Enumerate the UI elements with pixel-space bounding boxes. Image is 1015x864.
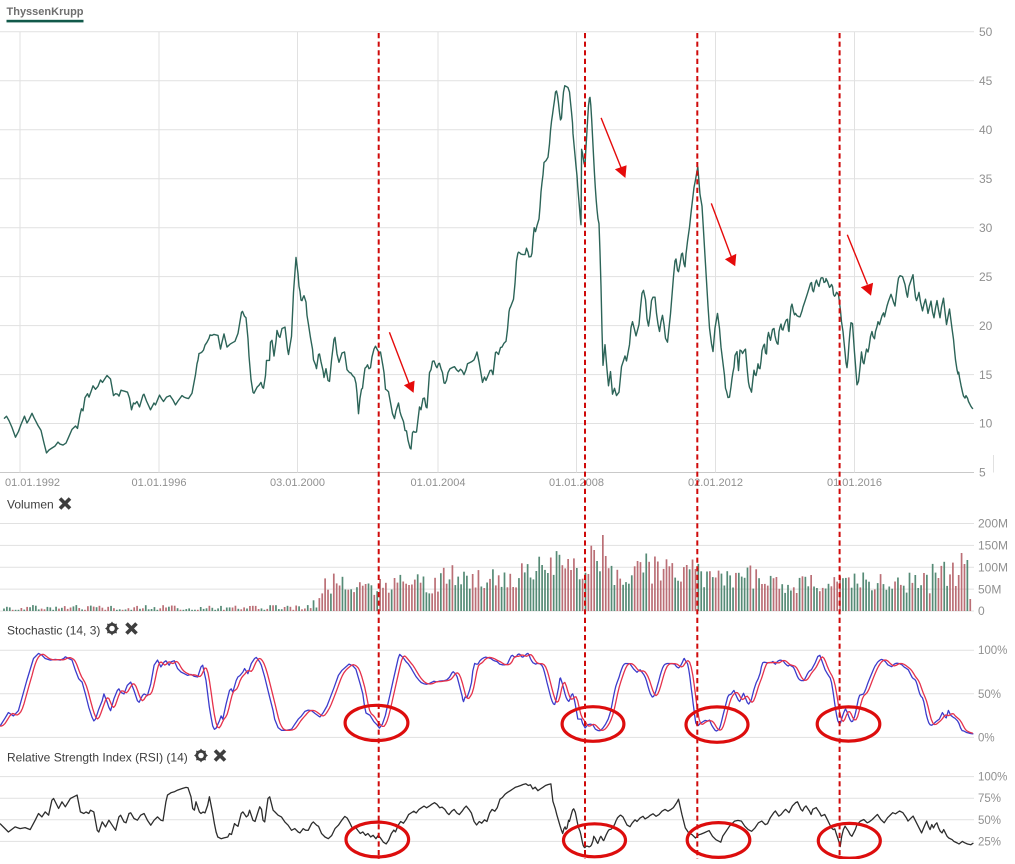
svg-text:0: 0 bbox=[978, 604, 985, 618]
svg-text:50: 50 bbox=[979, 25, 993, 39]
svg-text:100M: 100M bbox=[978, 561, 1008, 575]
svg-text:15: 15 bbox=[979, 368, 993, 382]
svg-text:01.01.2008: 01.01.2008 bbox=[549, 477, 604, 489]
svg-text:10: 10 bbox=[979, 417, 993, 431]
svg-text:150M: 150M bbox=[978, 539, 1008, 553]
svg-text:5: 5 bbox=[979, 466, 986, 480]
svg-text:50%: 50% bbox=[978, 815, 1001, 827]
svg-text:01.01.2016: 01.01.2016 bbox=[827, 477, 882, 489]
svg-text:100%: 100% bbox=[978, 772, 1007, 784]
svg-text:03.01.2000: 03.01.2000 bbox=[270, 477, 325, 489]
svg-text:35: 35 bbox=[979, 172, 993, 186]
svg-text:25%: 25% bbox=[978, 836, 1001, 848]
svg-text:01.01.2004: 01.01.2004 bbox=[410, 477, 465, 489]
svg-text:30: 30 bbox=[979, 221, 993, 235]
svg-text:01.01.1992: 01.01.1992 bbox=[5, 477, 60, 489]
svg-text:ThyssenKrupp: ThyssenKrupp bbox=[7, 6, 84, 18]
svg-text:200M: 200M bbox=[978, 517, 1008, 531]
svg-text:75%: 75% bbox=[978, 793, 1001, 805]
svg-text:0%: 0% bbox=[978, 732, 995, 744]
svg-text:Volumen: Volumen bbox=[7, 498, 54, 512]
svg-text:25: 25 bbox=[979, 270, 993, 284]
svg-text:50M: 50M bbox=[978, 582, 1001, 596]
svg-text:45: 45 bbox=[979, 74, 993, 88]
svg-text:50%: 50% bbox=[978, 689, 1001, 701]
svg-text:Stochastic (14, 3): Stochastic (14, 3) bbox=[7, 624, 100, 638]
svg-text:02.01.2012: 02.01.2012 bbox=[688, 477, 743, 489]
svg-text:Relative Strength Index (RSI): Relative Strength Index (RSI) (14) bbox=[7, 751, 188, 765]
svg-text:20: 20 bbox=[979, 319, 993, 333]
svg-text:40: 40 bbox=[979, 123, 993, 137]
svg-text:01.01.1996: 01.01.1996 bbox=[131, 477, 186, 489]
svg-text:100%: 100% bbox=[978, 645, 1007, 657]
